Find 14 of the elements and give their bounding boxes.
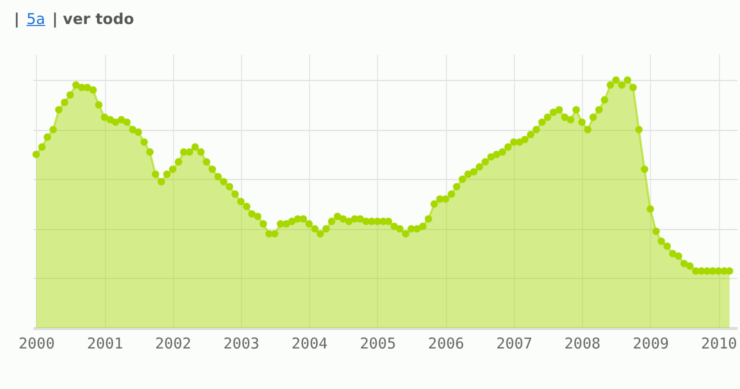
x-tick-label: 2000 — [18, 334, 55, 352]
x-tick-label: 2007 — [496, 334, 532, 352]
x-tick-label: 2010 — [700, 334, 738, 352]
text: | — [14, 10, 20, 28]
x-tick-label: 2009 — [632, 334, 669, 352]
x-tick-label: 2002 — [155, 334, 192, 352]
x-tick-label: 2008 — [564, 334, 601, 352]
text: | ver todo — [52, 10, 134, 28]
x-tick-label: 2006 — [428, 334, 464, 352]
x-tick-label: 2003 — [223, 334, 260, 352]
text: 5a — [26, 10, 46, 28]
x-tick-label: 2004 — [292, 334, 328, 352]
x-tick-label: 2001 — [86, 334, 124, 352]
x-tick-label: 2005 — [360, 334, 396, 352]
